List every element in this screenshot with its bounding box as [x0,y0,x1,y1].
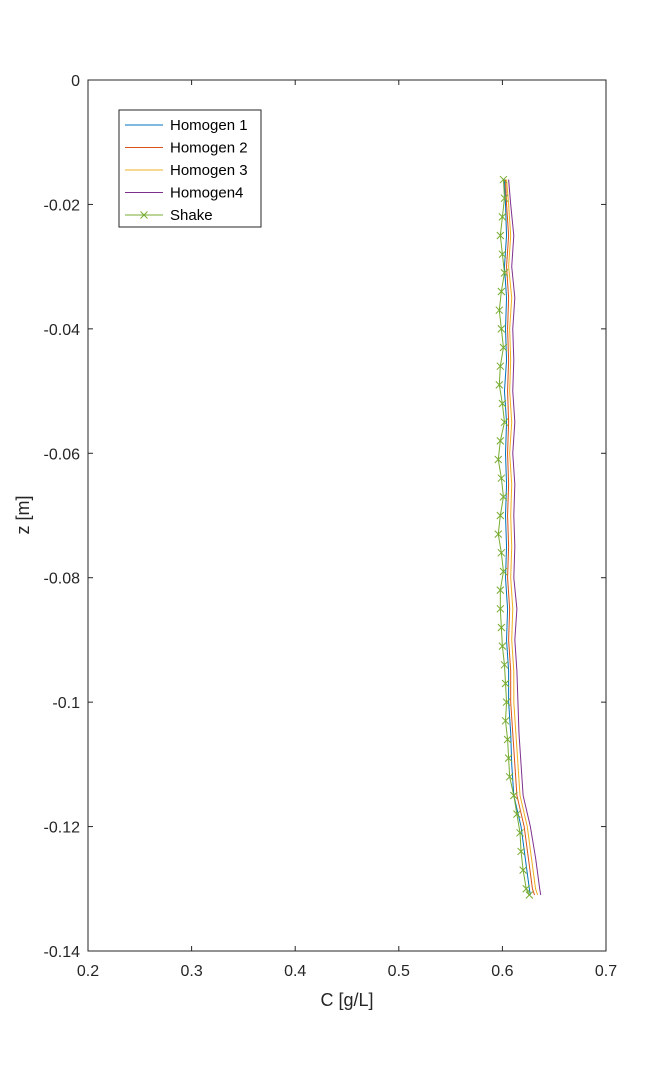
data-point-shake [497,287,506,296]
data-point-shake [497,474,506,483]
data-point-shake [499,567,508,576]
legend-label-homogen4: Homogen4 [170,185,243,202]
series-line-homogen-3 [506,179,539,896]
y-tick-label: -0.08 [44,571,81,588]
x-axis: 0.2 0.3 0.4 0.5 0.6 0.7 [77,80,617,980]
data-point-shake [496,586,505,595]
data-point-shake [496,604,505,613]
data-point-shake [498,250,507,259]
data-point-shake [496,511,505,520]
x-tick-label: 0.4 [284,963,306,980]
data-point-shake [505,772,514,781]
data-point-shake [497,623,506,632]
series-layer [494,175,542,899]
data-point-shake [494,530,503,539]
x-tick-label: 0.5 [388,963,410,980]
data-point-shake [501,716,510,725]
x-tick-label: 0.3 [180,963,202,980]
data-point-shake [498,642,507,651]
legend: Homogen 1 Homogen 2 Homogen 3 Homogen4 Shake [118,109,262,228]
y-axis: 0 -0.02 -0.04 -0.06 -0.08 -0.1 -0.12 -0.14 [44,73,606,961]
y-axis-label: z [m] [13,496,33,535]
legend-label-shake: Shake [170,207,213,224]
legend-label-homogen-1: Homogen 1 [170,117,248,134]
data-point-shake [495,306,504,315]
y-tick-label: -0.1 [52,695,80,712]
data-point-shake [513,810,521,818]
data-point-shake [498,399,507,408]
y-tick-label: -0.06 [44,446,81,463]
data-point-shake [504,754,513,762]
data-point-shake [500,418,509,427]
data-point-shake [519,866,527,874]
y-tick-label: -0.14 [44,944,81,961]
data-point-shake [499,492,508,501]
data-point-shake [500,660,509,669]
data-point-shake [509,791,518,800]
data-point-shake [522,884,531,893]
series-line-homogen4 [508,179,542,896]
x-tick-label: 0.6 [491,963,513,980]
legend-marker [140,211,148,219]
data-point-shake [496,436,505,445]
data-point-shake [496,362,505,371]
data-point-shake [499,175,508,184]
legend-label-homogen-2: Homogen 2 [170,140,248,157]
series-line-homogen-2 [505,179,535,896]
data-point-shake [525,891,534,899]
data-point-shake [499,343,508,352]
y-tick-label: 0 [71,73,80,90]
x-axis-label: C [g/L] [320,990,373,1010]
data-point-shake [517,847,525,856]
x-tick-label: 0.7 [595,963,617,980]
legend-label-homogen-3: Homogen 3 [170,162,248,179]
data-point-shake [497,548,506,557]
y-tick-label: -0.12 [44,820,81,837]
legend-box [118,109,262,228]
data-point-shake [494,455,503,464]
series-line-shake [497,179,530,896]
data-point-shake [501,679,510,688]
data-point-shake [497,325,506,333]
data-point-shake [496,231,505,240]
data-point-shake [498,213,507,221]
data-point-shake [502,698,511,706]
y-tick-label: -0.02 [44,197,81,214]
y-tick-label: -0.04 [44,322,81,339]
x-tick-label: 0.2 [77,963,99,980]
data-point-shake [500,269,509,277]
data-point-shake [500,194,509,203]
data-point-shake [503,735,512,744]
data-point-shake [516,828,524,837]
data-point-shake [495,380,504,389]
